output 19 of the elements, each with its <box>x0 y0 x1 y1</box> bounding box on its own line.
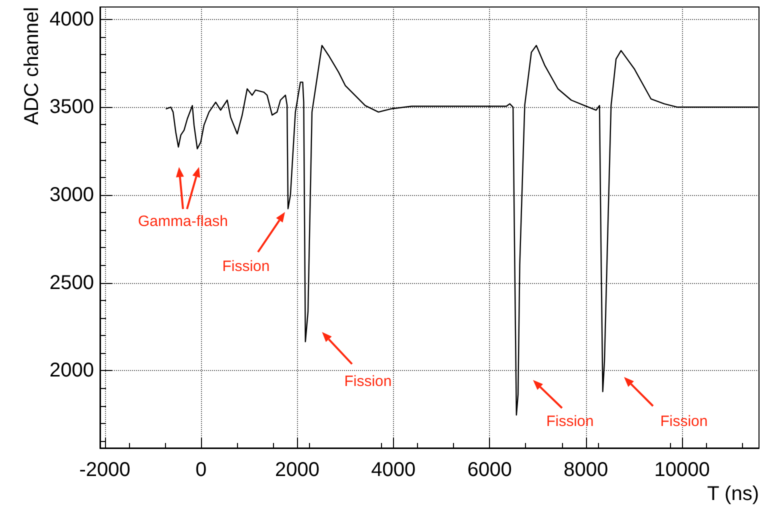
x-tick-label: 2000 <box>274 459 320 481</box>
y-tick-label: 3500 <box>50 96 94 118</box>
y-tick-label: 4000 <box>50 8 94 30</box>
annotation: Fission <box>660 412 708 430</box>
annotation: Fission <box>222 258 270 275</box>
annotation: Fission <box>546 412 594 430</box>
annotation: Gamma-flash <box>138 212 228 230</box>
x-tick-label: 0 <box>195 459 207 481</box>
x-tick-label: 10000 <box>654 459 710 481</box>
x-tick-label: 6000 <box>467 459 512 481</box>
y-axis-title: ADC channel <box>21 7 43 125</box>
x-tick-label: 8000 <box>564 459 608 481</box>
annotation: Fission <box>344 372 392 390</box>
x-axis-title: T (ns) <box>707 483 759 505</box>
y-tick-label: 2000 <box>50 360 94 382</box>
x-tick-label: 4000 <box>371 459 416 481</box>
y-tick-label: 2500 <box>50 272 94 294</box>
x-tick-label: -2000 <box>79 459 130 481</box>
y-tick-label: 3000 <box>50 184 94 206</box>
